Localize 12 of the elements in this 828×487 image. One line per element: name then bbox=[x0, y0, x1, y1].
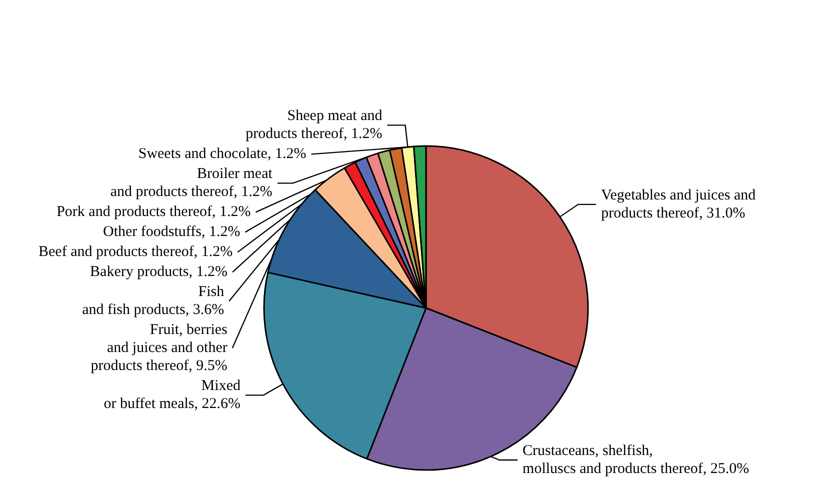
slice-label: Mixed or buffet meals, 22.6% bbox=[104, 378, 241, 412]
slice-label: Beef and products thereof, 1.2% bbox=[38, 244, 233, 260]
slice-label: Bakery products, 1.2% bbox=[90, 264, 228, 280]
slice-label: Sheep meat and products thereof, 1.2% bbox=[246, 108, 383, 142]
slice-label: Other foodstuffs, 1.2% bbox=[103, 224, 240, 240]
slice-label: Vegetables and juices and products thereof, 31.0% bbox=[601, 187, 756, 222]
slice-label: Pork and products thereof, 1.2% bbox=[56, 204, 251, 220]
slice-label: Broiler meat and products thereof, 1.2% bbox=[110, 166, 274, 200]
slice-label: Fish and fish products, 3.6% bbox=[82, 284, 225, 318]
slice-label: Crustaceans, shelfish, molluscs and products thereof, 25.0% bbox=[522, 443, 750, 477]
slice-label: Fruit, berries and juices and other products thereof, 9.5% bbox=[90, 322, 228, 374]
slice-label: Sweets and chocolate, 1.2% bbox=[138, 146, 306, 162]
